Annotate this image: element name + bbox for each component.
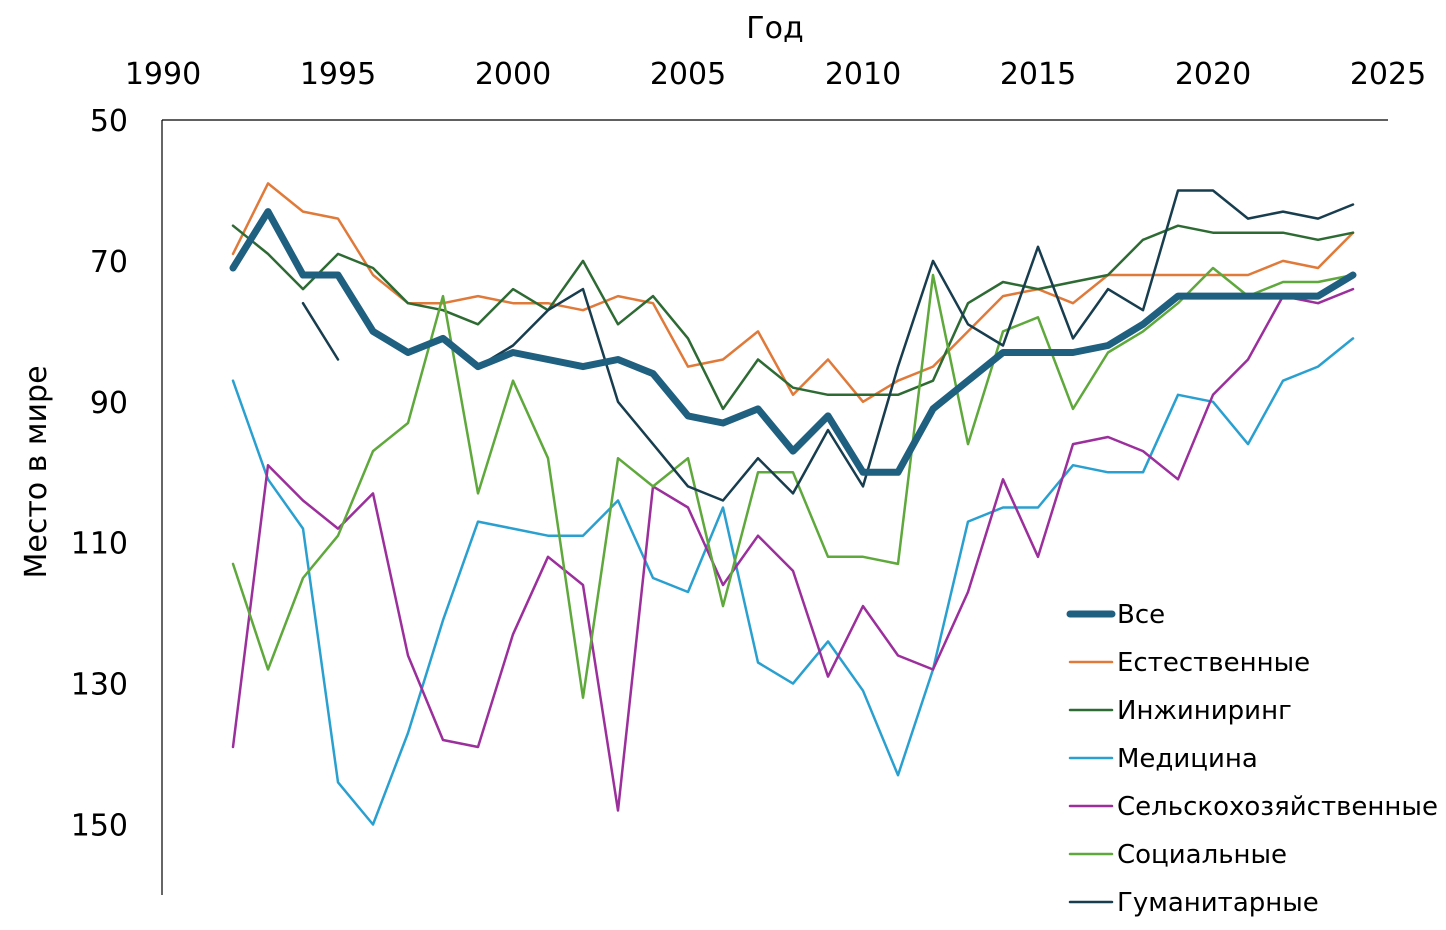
y-tick-label: 90 (90, 386, 128, 421)
y-tick-label: 50 (90, 104, 128, 139)
x-tick-label: 1990 (125, 57, 201, 92)
legend-label: Сельскохозяйственные (1117, 792, 1438, 822)
x-tick-label: 2025 (1350, 57, 1426, 92)
legend: Все Естественные Инжиниринг Медицина Сельско… (1066, 600, 1438, 918)
x-tick-label: 2000 (475, 57, 551, 92)
x-tick-label: 2020 (1175, 57, 1251, 92)
y-tick-label: 150 (71, 809, 128, 844)
legend-label: Естественные (1117, 648, 1310, 678)
series-line-3 (231, 224, 1355, 411)
series-line-1 (229, 208, 1357, 476)
series-line-6 (231, 266, 1355, 699)
x-tick-label: 2010 (825, 57, 901, 92)
y-tick-label: 110 (71, 527, 128, 562)
series-line-5 (231, 287, 1355, 812)
x-tick-label: 2005 (650, 57, 726, 92)
series-lines (229, 182, 1357, 826)
y-tick-labels: 50 70 90 110 130 150 (71, 104, 128, 844)
legend-label: Инжиниринг (1117, 696, 1292, 726)
legend-label: Все (1117, 600, 1165, 630)
series-line-7 (301, 189, 1355, 502)
x-tick-label: 2015 (1000, 57, 1076, 92)
series-line-4 (231, 337, 1355, 826)
x-tick-labels: 1990 1995 2000 2005 2010 2015 2020 2025 (125, 57, 1426, 92)
series-line-2 (231, 182, 1355, 404)
y-tick-label: 70 (90, 245, 128, 280)
y-tick-label: 130 (71, 668, 128, 703)
y-axis-title: Место в мире (19, 365, 54, 578)
legend-label: Медицина (1117, 744, 1258, 774)
x-tick-label: 1995 (300, 57, 376, 92)
x-axis-title: Год (746, 11, 803, 46)
axes (161, 119, 1388, 895)
legend-label: Гуманитарные (1117, 888, 1319, 918)
legend-label: Социальные (1117, 840, 1287, 870)
